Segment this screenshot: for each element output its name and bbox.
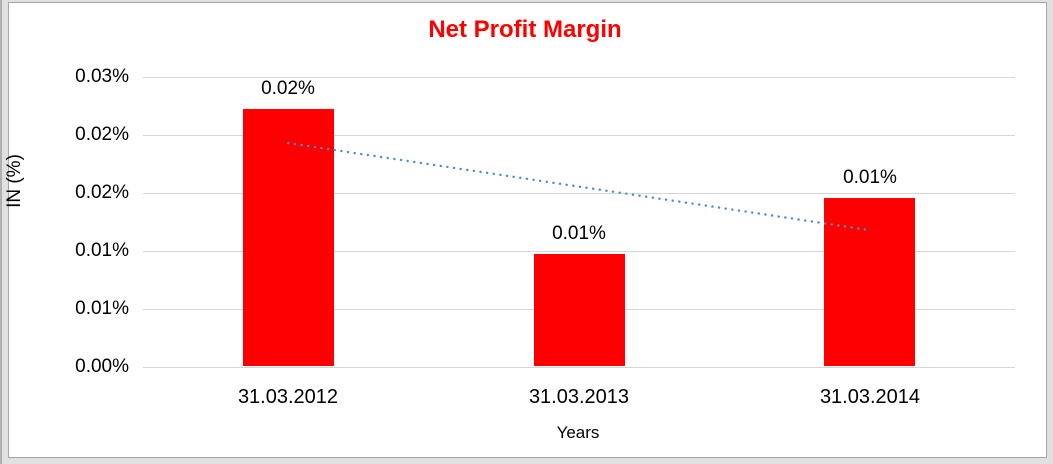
chart-canvas xyxy=(8,2,1047,458)
